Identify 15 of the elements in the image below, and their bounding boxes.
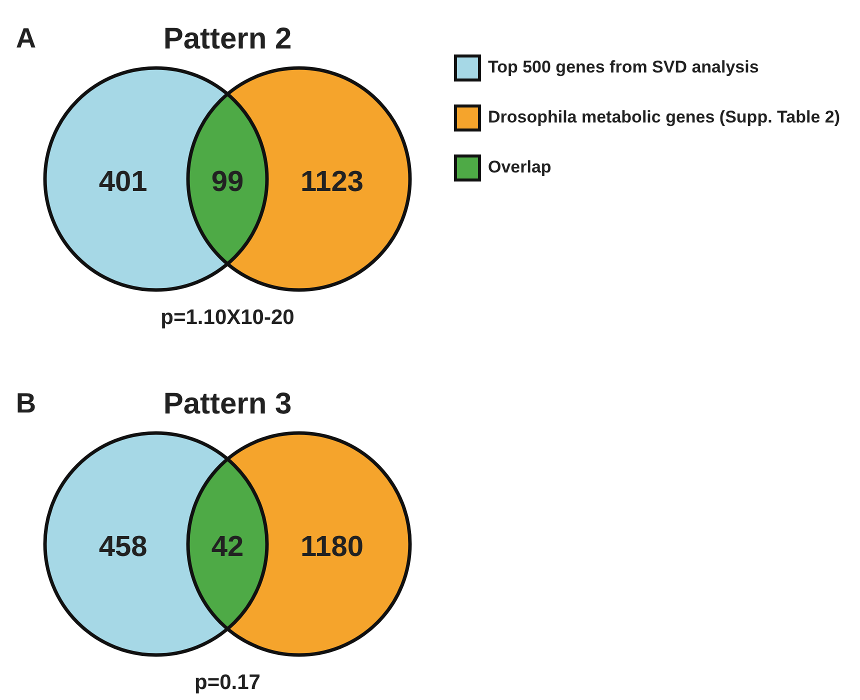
- data-label: 1180: [300, 531, 364, 563]
- data-label: 99: [211, 166, 244, 198]
- text: p=1.10X10-20: [160, 306, 294, 329]
- legend-label: Top 500 genes from SVD analysis: [488, 58, 759, 77]
- legend-label: Drosophila metabolic genes (Supp. Table 2): [488, 108, 840, 127]
- category-label: Pattern 2: [163, 22, 292, 56]
- data-label: 42: [211, 531, 244, 563]
- data-label: 401: [98, 166, 148, 198]
- data-label: 1123: [300, 166, 364, 198]
- text: A: [16, 22, 36, 54]
- data-label: 458: [98, 531, 148, 563]
- legend-label: Overlap: [488, 158, 552, 177]
- text: B: [16, 388, 36, 419]
- category-label: Pattern 3: [163, 387, 292, 420]
- text: p=0.17: [194, 670, 260, 694]
